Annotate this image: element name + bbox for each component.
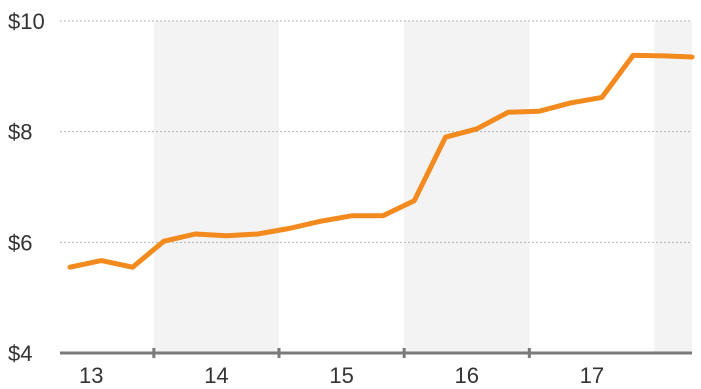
x-tick-label: 17 bbox=[580, 363, 604, 388]
y-tick-label: $4 bbox=[8, 341, 32, 366]
y-tick-labels: $4 $6 $8 $10 bbox=[8, 9, 45, 366]
year-band bbox=[154, 21, 279, 353]
x-tick-label: 16 bbox=[454, 363, 478, 388]
y-tick-label: $10 bbox=[8, 9, 45, 34]
year-band bbox=[654, 21, 692, 353]
x-tick-label: 13 bbox=[79, 363, 103, 388]
y-tick-label: $8 bbox=[8, 120, 32, 145]
y-tick-label: $6 bbox=[8, 230, 32, 255]
x-tick-labels: 13 14 15 16 17 bbox=[79, 363, 604, 388]
x-axis bbox=[60, 348, 692, 358]
x-tick-label: 14 bbox=[204, 363, 228, 388]
x-tick-label: 15 bbox=[329, 363, 353, 388]
